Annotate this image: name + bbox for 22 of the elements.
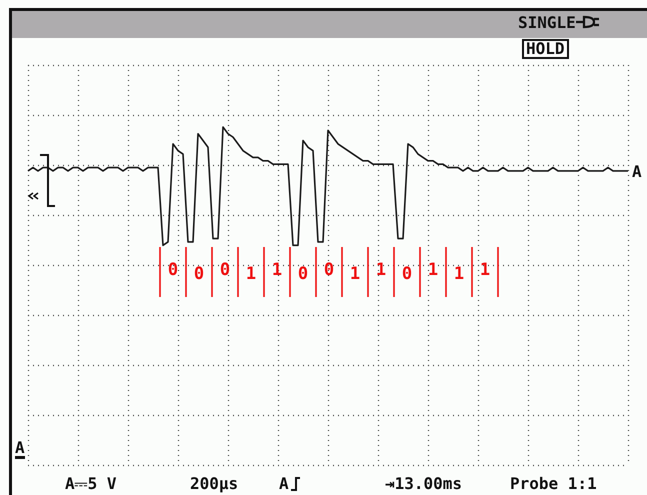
annotation: 1 xyxy=(350,264,360,284)
annotation: 0 xyxy=(324,260,334,280)
annotation: 0 xyxy=(194,264,204,284)
text: A xyxy=(15,438,25,459)
annotation: 1 xyxy=(376,260,386,280)
annotation: 1 xyxy=(454,264,464,284)
text: A xyxy=(279,474,289,493)
annotation: 1 xyxy=(428,260,438,280)
text: 200µs xyxy=(190,474,238,493)
text: A xyxy=(632,162,642,181)
annotation: 0 xyxy=(220,260,230,280)
annotation: 1 xyxy=(246,264,256,284)
annotation: 1 xyxy=(480,260,490,280)
text: ⇥13.00ms xyxy=(385,474,462,493)
text: HOLD xyxy=(522,39,569,59)
text: A⎓5 V xyxy=(65,474,117,493)
annotation: 1 xyxy=(272,260,282,280)
annotation: 0 xyxy=(168,260,178,280)
text: Probe 1:1 xyxy=(510,474,597,493)
annotation: 0 xyxy=(298,264,308,284)
annotation: 0 xyxy=(402,264,412,284)
text: SINGLE xyxy=(518,13,576,32)
